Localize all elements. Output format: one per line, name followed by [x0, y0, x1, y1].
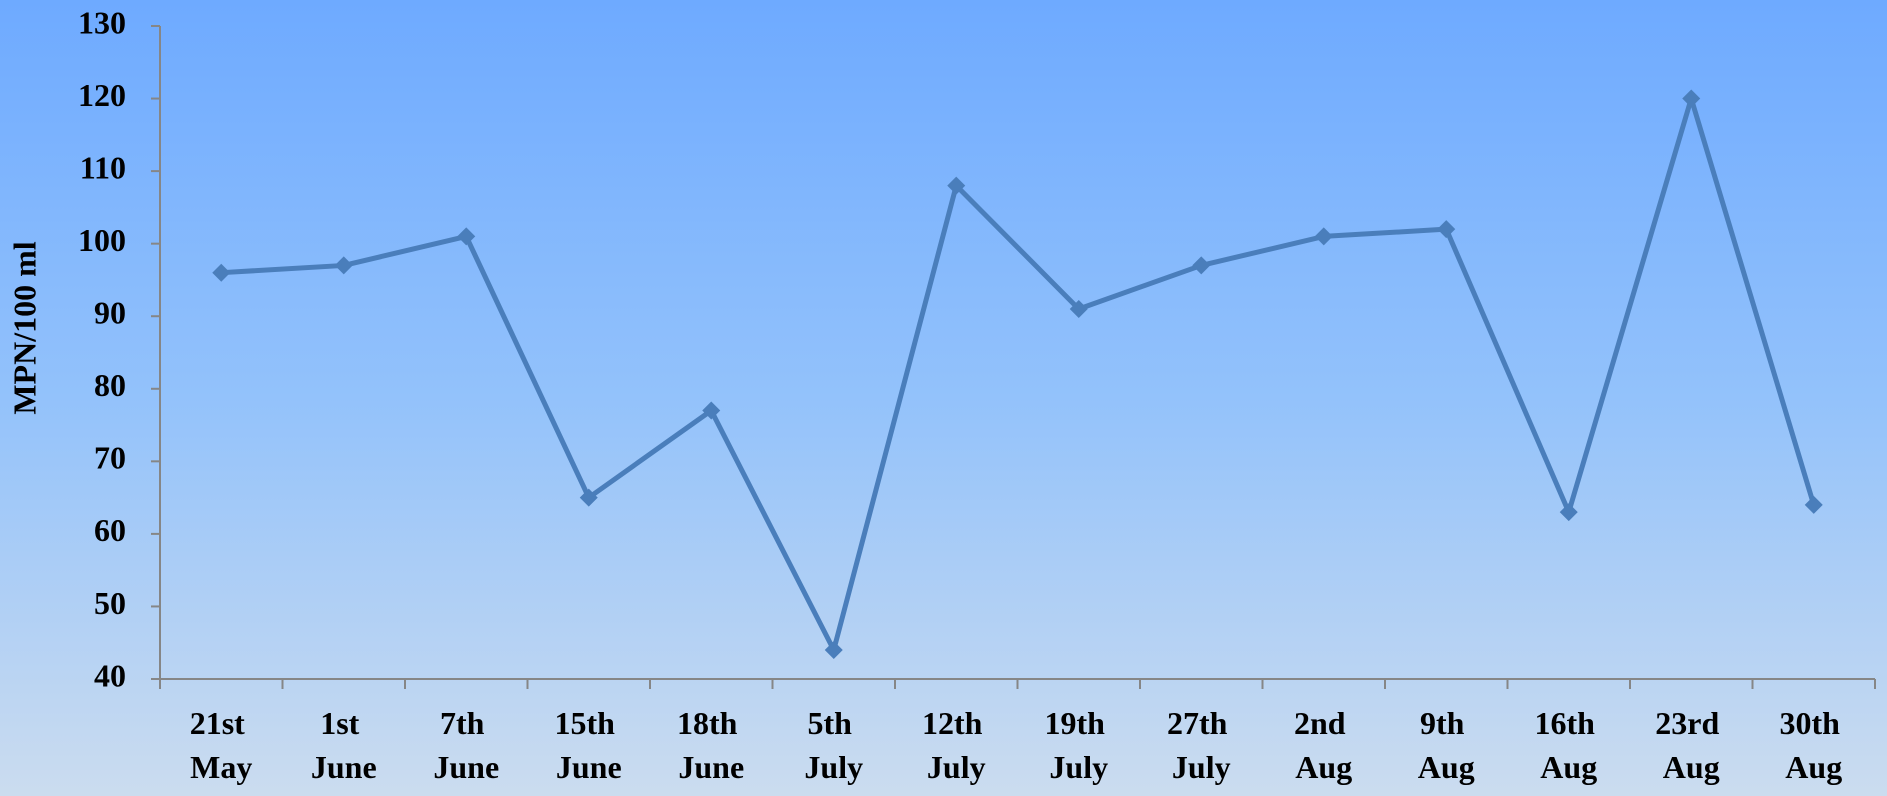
x-tick-label: 1st June — [311, 705, 377, 785]
line — [221, 96, 1817, 653]
y-tick-label: 40 — [94, 657, 126, 693]
y-axis-label: MPN/100 ml — [6, 241, 42, 414]
marker — [1559, 503, 1578, 522]
x-tick-label: 27th July — [1167, 705, 1235, 785]
x-tick-label: 15th June — [555, 705, 623, 785]
x-tick-label: 5th July — [804, 705, 863, 785]
y-tick-label: 130 — [78, 4, 126, 40]
x-tick-label: 19th July — [1045, 705, 1113, 785]
x-tick-label: 9th Aug — [1418, 705, 1475, 785]
x-tick-label: 30th Aug — [1780, 705, 1848, 785]
marker — [1314, 227, 1333, 246]
y-tick-label: 90 — [94, 295, 126, 331]
x-tick-label: 7th June — [433, 705, 499, 785]
x-tick-label: 18th June — [677, 705, 745, 785]
marker — [1437, 220, 1456, 239]
x-tick-label: 23rd Aug — [1655, 705, 1727, 785]
y-tick-label: 80 — [94, 367, 126, 403]
marker — [212, 263, 231, 282]
y-tick-label: 50 — [94, 585, 126, 621]
x-tick-label: 21st May — [190, 705, 253, 785]
x-tick-label: 16th Aug — [1535, 705, 1603, 785]
y-tick-label: 70 — [94, 440, 126, 476]
y-tick-label: 120 — [78, 77, 126, 113]
marker — [1069, 299, 1088, 318]
x-tick-label: 2nd Aug — [1294, 705, 1354, 785]
marker — [1804, 495, 1823, 514]
marker — [702, 401, 721, 420]
y-tick-label: 60 — [94, 512, 126, 548]
marker — [1682, 89, 1701, 108]
marker — [947, 176, 966, 195]
marker — [824, 640, 843, 659]
marker — [334, 256, 353, 275]
y-tick-label: 110 — [80, 149, 126, 185]
x-tick-label: 12th July — [922, 705, 990, 785]
y-tick-label: 100 — [78, 222, 126, 258]
marker — [1192, 256, 1211, 275]
marker — [457, 227, 476, 246]
marker — [579, 488, 598, 507]
